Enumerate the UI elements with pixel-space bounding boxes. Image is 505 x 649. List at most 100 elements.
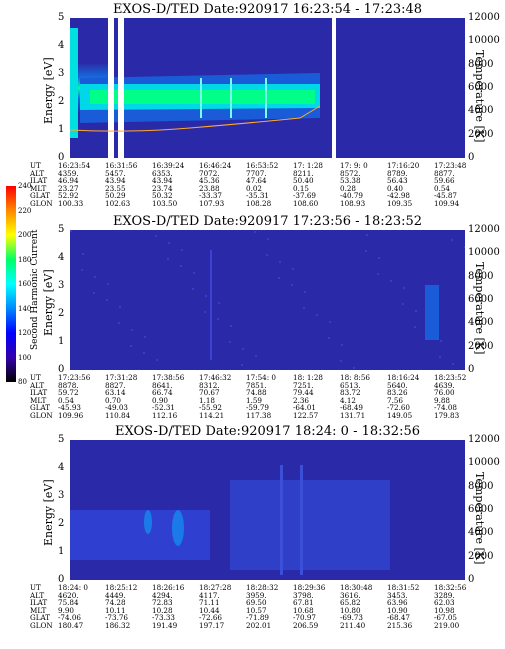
table-cell: 7.56 bbox=[387, 395, 404, 405]
table-cell: 219.00 bbox=[434, 621, 460, 630]
y2-axis-label: Temperature [K] bbox=[473, 262, 486, 355]
row-label: MLT bbox=[30, 183, 47, 193]
table-cell: 2.36 bbox=[293, 395, 310, 405]
y2-tick-label: 8000 bbox=[468, 58, 494, 70]
table-cell: -35.31 bbox=[246, 191, 270, 201]
table-cell: 17:54: 0 bbox=[246, 373, 276, 382]
table-cell: 17:16:20 bbox=[387, 161, 420, 170]
table-cell: 180.47 bbox=[58, 621, 84, 630]
table-cell: 17:23:56 bbox=[58, 373, 91, 382]
table-cell: 8312. bbox=[199, 380, 220, 390]
table-cell: 18:16:24 bbox=[387, 373, 420, 382]
table-cell: 186.32 bbox=[105, 621, 131, 630]
table-cell: 4620. bbox=[58, 590, 79, 600]
table-cell: 8211. bbox=[293, 168, 314, 178]
table-cell: 4359. bbox=[58, 168, 79, 178]
table-cell: 8789. bbox=[387, 168, 408, 178]
y-tick-label: 5 bbox=[58, 434, 65, 445]
table-cell: 108.60 bbox=[293, 199, 319, 208]
table-cell: 9.90 bbox=[58, 605, 75, 615]
table-cell: 108.28 bbox=[246, 199, 272, 208]
row-label: ALT bbox=[30, 380, 45, 390]
colorbar-tick: 80 bbox=[18, 378, 27, 386]
table-cell: 83.72 bbox=[340, 388, 361, 398]
row-label: ILAT bbox=[30, 598, 48, 608]
y-tick-label: 0 bbox=[58, 574, 65, 585]
table-cell: 8572. bbox=[340, 168, 361, 178]
y2-tick-label: 4000 bbox=[468, 527, 494, 539]
table-cell: -68.49 bbox=[340, 403, 364, 413]
table-cell: 17:31:28 bbox=[105, 373, 138, 382]
y2-tick-label: 8000 bbox=[468, 480, 494, 492]
table-cell: 131.71 bbox=[340, 411, 366, 420]
colorbar-tick: 200 bbox=[18, 231, 32, 239]
table-cell: 1.59 bbox=[246, 395, 263, 405]
table-cell: 17: 1:28 bbox=[293, 161, 323, 170]
y2-tick-label: 10000 bbox=[468, 35, 500, 47]
table-cell: 23.74 bbox=[152, 183, 173, 193]
table-cell: 17:23:48 bbox=[434, 161, 467, 170]
table-cell: 0.54 bbox=[434, 183, 451, 193]
row-label: UT bbox=[30, 583, 41, 592]
table-cell: 4449. bbox=[105, 590, 126, 600]
table-cell: -70.97 bbox=[293, 613, 317, 623]
table-cell: 18:25:12 bbox=[105, 583, 138, 592]
row-label: MLT bbox=[30, 395, 47, 405]
table-cell: 109.96 bbox=[58, 411, 84, 420]
table-cell: 109.35 bbox=[387, 199, 413, 208]
table-cell: 8878. bbox=[58, 380, 79, 390]
table-cell: 7707. bbox=[246, 168, 267, 178]
table-cell: 107.93 bbox=[199, 199, 225, 208]
row-label: GLAT bbox=[30, 613, 51, 623]
y2-tick-label: 0 bbox=[468, 574, 475, 585]
table-cell: 50.40 bbox=[293, 176, 314, 186]
table-cell: 18: 1:28 bbox=[293, 373, 323, 382]
colorbar-tick: 220 bbox=[18, 206, 32, 215]
y2-tick-label: 6000 bbox=[468, 294, 494, 305]
chart-title: EXOS-D/TED Date:920917 18:24: 0 - 18:32:… bbox=[115, 424, 420, 439]
y-tick-label: 3 bbox=[58, 68, 65, 79]
table-cell: 206.59 bbox=[293, 621, 319, 630]
table-cell: 7851. bbox=[246, 380, 267, 390]
colorbar bbox=[6, 186, 16, 382]
table-cell: 10.28 bbox=[152, 605, 173, 615]
table-cell: 0.54 bbox=[58, 395, 75, 405]
colorbar-tick: 180 bbox=[18, 255, 32, 264]
table-cell: -74.08 bbox=[434, 403, 458, 413]
table-cell: 63.14 bbox=[105, 388, 126, 398]
table-cell: 17: 9: 0 bbox=[340, 161, 368, 170]
y2-tick-label: 0 bbox=[468, 364, 475, 375]
row-label: UT bbox=[30, 161, 41, 170]
table-cell: 71.11 bbox=[199, 598, 220, 608]
colorbar-tick: 140 bbox=[18, 304, 32, 313]
table-cell: 62.03 bbox=[434, 598, 455, 608]
table-cell: 0.70 bbox=[105, 395, 122, 405]
y-axis-label: Energy [eV] bbox=[42, 269, 55, 336]
table-cell: -73.33 bbox=[152, 613, 176, 623]
table-cell: 10.57 bbox=[246, 605, 267, 615]
table-cell: 50.29 bbox=[105, 191, 126, 201]
heatmap-canvas bbox=[70, 18, 336, 158]
table-cell: 56.43 bbox=[387, 176, 408, 186]
y-tick-label: 4 bbox=[58, 40, 65, 51]
y2-tick-label: 6000 bbox=[468, 82, 494, 93]
row-label: GLON bbox=[30, 621, 53, 630]
panel-3: EXOS-D/TED Date:920917 18:24: 0 - 18:32:… bbox=[0, 424, 505, 636]
table-cell: 52.92 bbox=[58, 191, 79, 201]
panel-2: EXOS-D/TED Date:920917 17:23:56 - 18:23:… bbox=[0, 214, 505, 426]
y-tick-label: 2 bbox=[58, 96, 65, 107]
table-cell: 8641. bbox=[152, 380, 173, 390]
table-cell: -72.66 bbox=[199, 613, 223, 623]
table-cell: -59.79 bbox=[246, 403, 270, 413]
table-cell: 43.94 bbox=[105, 176, 126, 186]
table-cell: 18:31:52 bbox=[387, 583, 420, 592]
y-tick-label: 0 bbox=[58, 364, 65, 375]
y2-tick-label: 12000 bbox=[468, 12, 500, 23]
table-cell: 18:28:32 bbox=[246, 583, 279, 592]
table-cell: 67.81 bbox=[293, 598, 314, 608]
heatmap-canvas bbox=[70, 230, 465, 369]
table-cell: 3798. bbox=[293, 590, 314, 600]
table-cell: 117.38 bbox=[246, 411, 272, 420]
table-cell: 9.88 bbox=[434, 395, 451, 405]
table-cell: 53.38 bbox=[340, 176, 361, 186]
